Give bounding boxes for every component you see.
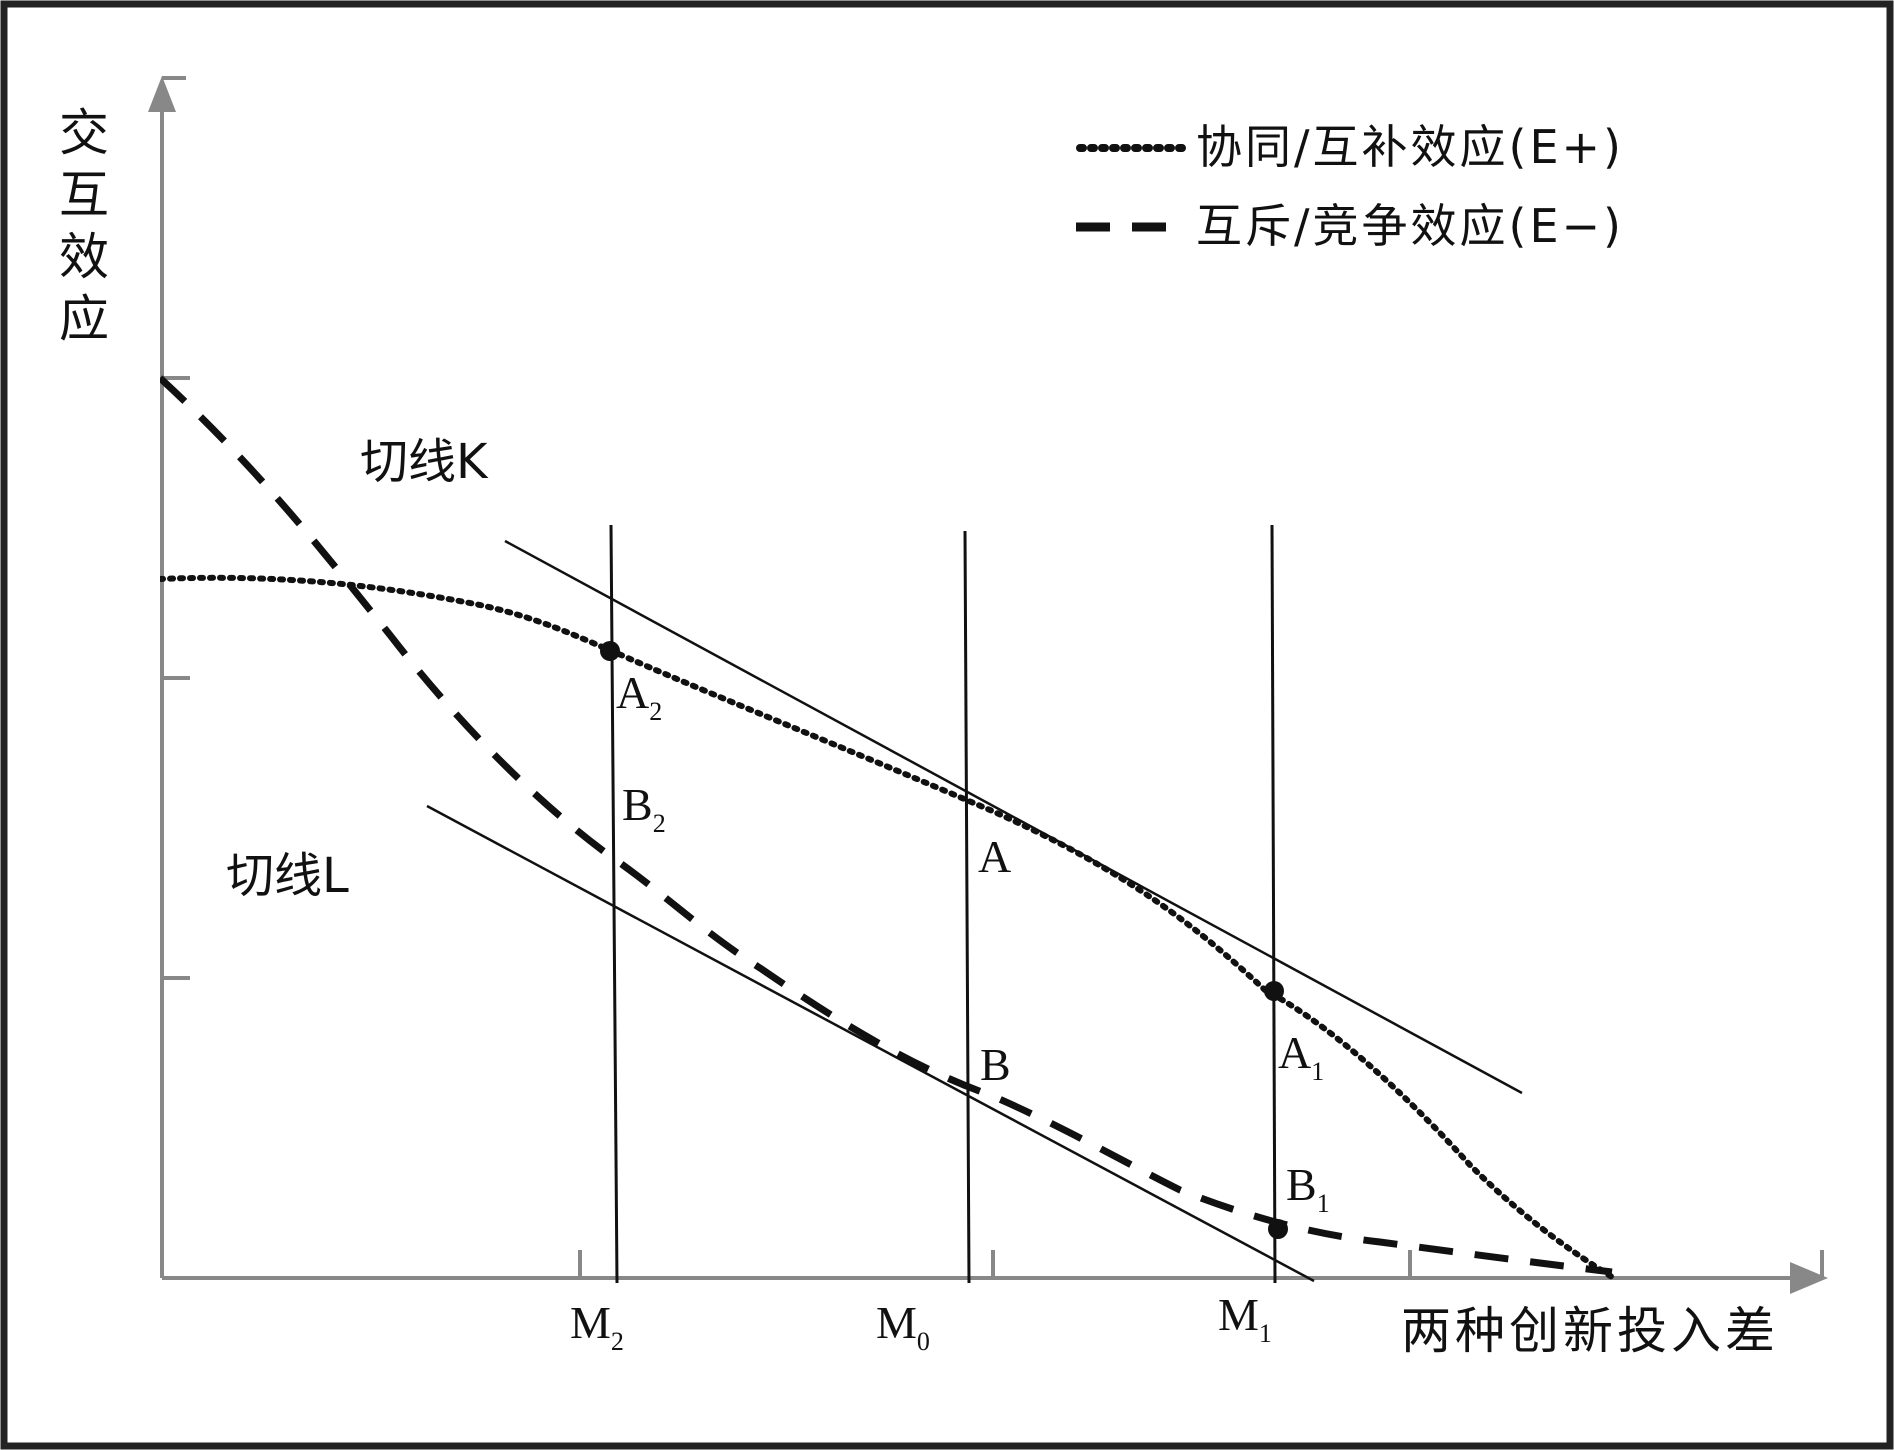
- tangent-lines: [426, 539, 1523, 1283]
- x-axis-title: 两种创新投入差: [1401, 1302, 1779, 1360]
- x-tick-label-m1: M1: [1218, 1289, 1272, 1348]
- marked-points: [600, 641, 1288, 1239]
- y-axis-title-char: 交: [59, 104, 109, 162]
- m1-vertical-line: [1270, 524, 1277, 1284]
- label-b1: B1: [1286, 1159, 1330, 1218]
- legend: 协同/互补效应(E+) 互斥/竞争效应(E−): [1076, 120, 1624, 253]
- synergy-curve-dotted: [160, 574, 1615, 1280]
- point-b1: [1268, 1219, 1288, 1239]
- legend-label-competition: 互斥/竞争效应(E−): [1196, 199, 1624, 253]
- y-axis-title: 交互效应: [59, 104, 109, 348]
- axes: [160, 76, 1824, 1280]
- label-a2: A2: [616, 667, 662, 726]
- m0-vertical-line: [963, 530, 971, 1284]
- legend-label-synergy: 协同/互补效应(E+): [1196, 120, 1624, 174]
- x-tick-label-m0: M0: [876, 1297, 930, 1356]
- tangent-k-line: [504, 539, 1523, 1095]
- y-axis-title-char: 互: [59, 166, 109, 224]
- label-a: A: [978, 831, 1011, 882]
- x-axis-arrowhead: [1790, 1262, 1828, 1294]
- point-a1: [1264, 981, 1284, 1001]
- point-a2: [600, 641, 620, 661]
- tangent-l-label: 切线L: [226, 848, 349, 904]
- y-axis-arrowhead: [148, 76, 176, 112]
- label-b: B: [980, 1039, 1011, 1090]
- tangent-k-label: 切线K: [360, 434, 489, 490]
- x-tick-label-m2: M2: [570, 1297, 624, 1356]
- tangent-l-line: [426, 804, 1315, 1283]
- y-axis-title-char: 应: [59, 290, 109, 348]
- label-a1: A1: [1278, 1027, 1324, 1086]
- y-axis-title-char: 效: [59, 228, 109, 286]
- competition-curve-dashed: [160, 375, 1613, 1276]
- label-b2: B2: [622, 779, 666, 838]
